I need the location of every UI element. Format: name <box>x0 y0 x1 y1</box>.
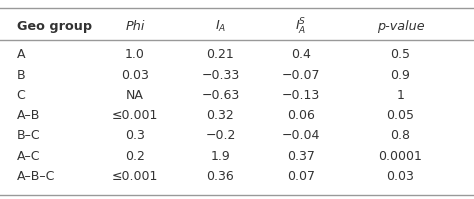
Text: −0.13: −0.13 <box>282 89 320 102</box>
Text: Geo group: Geo group <box>17 20 91 33</box>
Text: −0.07: −0.07 <box>282 68 320 82</box>
Text: 0.8: 0.8 <box>391 129 410 142</box>
Text: 0.03: 0.03 <box>387 170 414 183</box>
Text: 0.32: 0.32 <box>207 109 234 122</box>
Text: −0.2: −0.2 <box>205 129 236 142</box>
Text: A–B: A–B <box>17 109 40 122</box>
Text: −0.04: −0.04 <box>282 129 320 142</box>
Text: 0.05: 0.05 <box>386 109 415 122</box>
Text: 0.03: 0.03 <box>121 68 149 82</box>
Text: B–C: B–C <box>17 129 40 142</box>
Text: C: C <box>17 89 25 102</box>
Text: I$_A^S$: I$_A^S$ <box>295 17 307 37</box>
Text: I$_A$: I$_A$ <box>215 19 226 34</box>
Text: p-value: p-value <box>377 20 424 33</box>
Text: 0.21: 0.21 <box>207 48 234 61</box>
Text: ≤0.001: ≤0.001 <box>112 109 158 122</box>
Text: 0.4: 0.4 <box>291 48 311 61</box>
Text: 0.07: 0.07 <box>287 170 315 183</box>
Text: A–C: A–C <box>17 150 40 163</box>
Text: B: B <box>17 68 25 82</box>
Text: 0.36: 0.36 <box>207 170 234 183</box>
Text: 0.0001: 0.0001 <box>379 150 422 163</box>
Text: 0.06: 0.06 <box>287 109 315 122</box>
Text: 1.9: 1.9 <box>210 150 230 163</box>
Text: A–B–C: A–B–C <box>17 170 55 183</box>
Text: 0.2: 0.2 <box>125 150 145 163</box>
Text: −0.63: −0.63 <box>201 89 239 102</box>
Text: 0.3: 0.3 <box>125 129 145 142</box>
Text: 0.37: 0.37 <box>287 150 315 163</box>
Text: −0.33: −0.33 <box>201 68 239 82</box>
Text: 0.9: 0.9 <box>391 68 410 82</box>
Text: A: A <box>17 48 25 61</box>
Text: 0.5: 0.5 <box>391 48 410 61</box>
Text: ≤0.001: ≤0.001 <box>112 170 158 183</box>
Text: 1: 1 <box>397 89 404 102</box>
Text: Phi: Phi <box>126 20 145 33</box>
Text: 1.0: 1.0 <box>125 48 145 61</box>
Text: NA: NA <box>126 89 144 102</box>
